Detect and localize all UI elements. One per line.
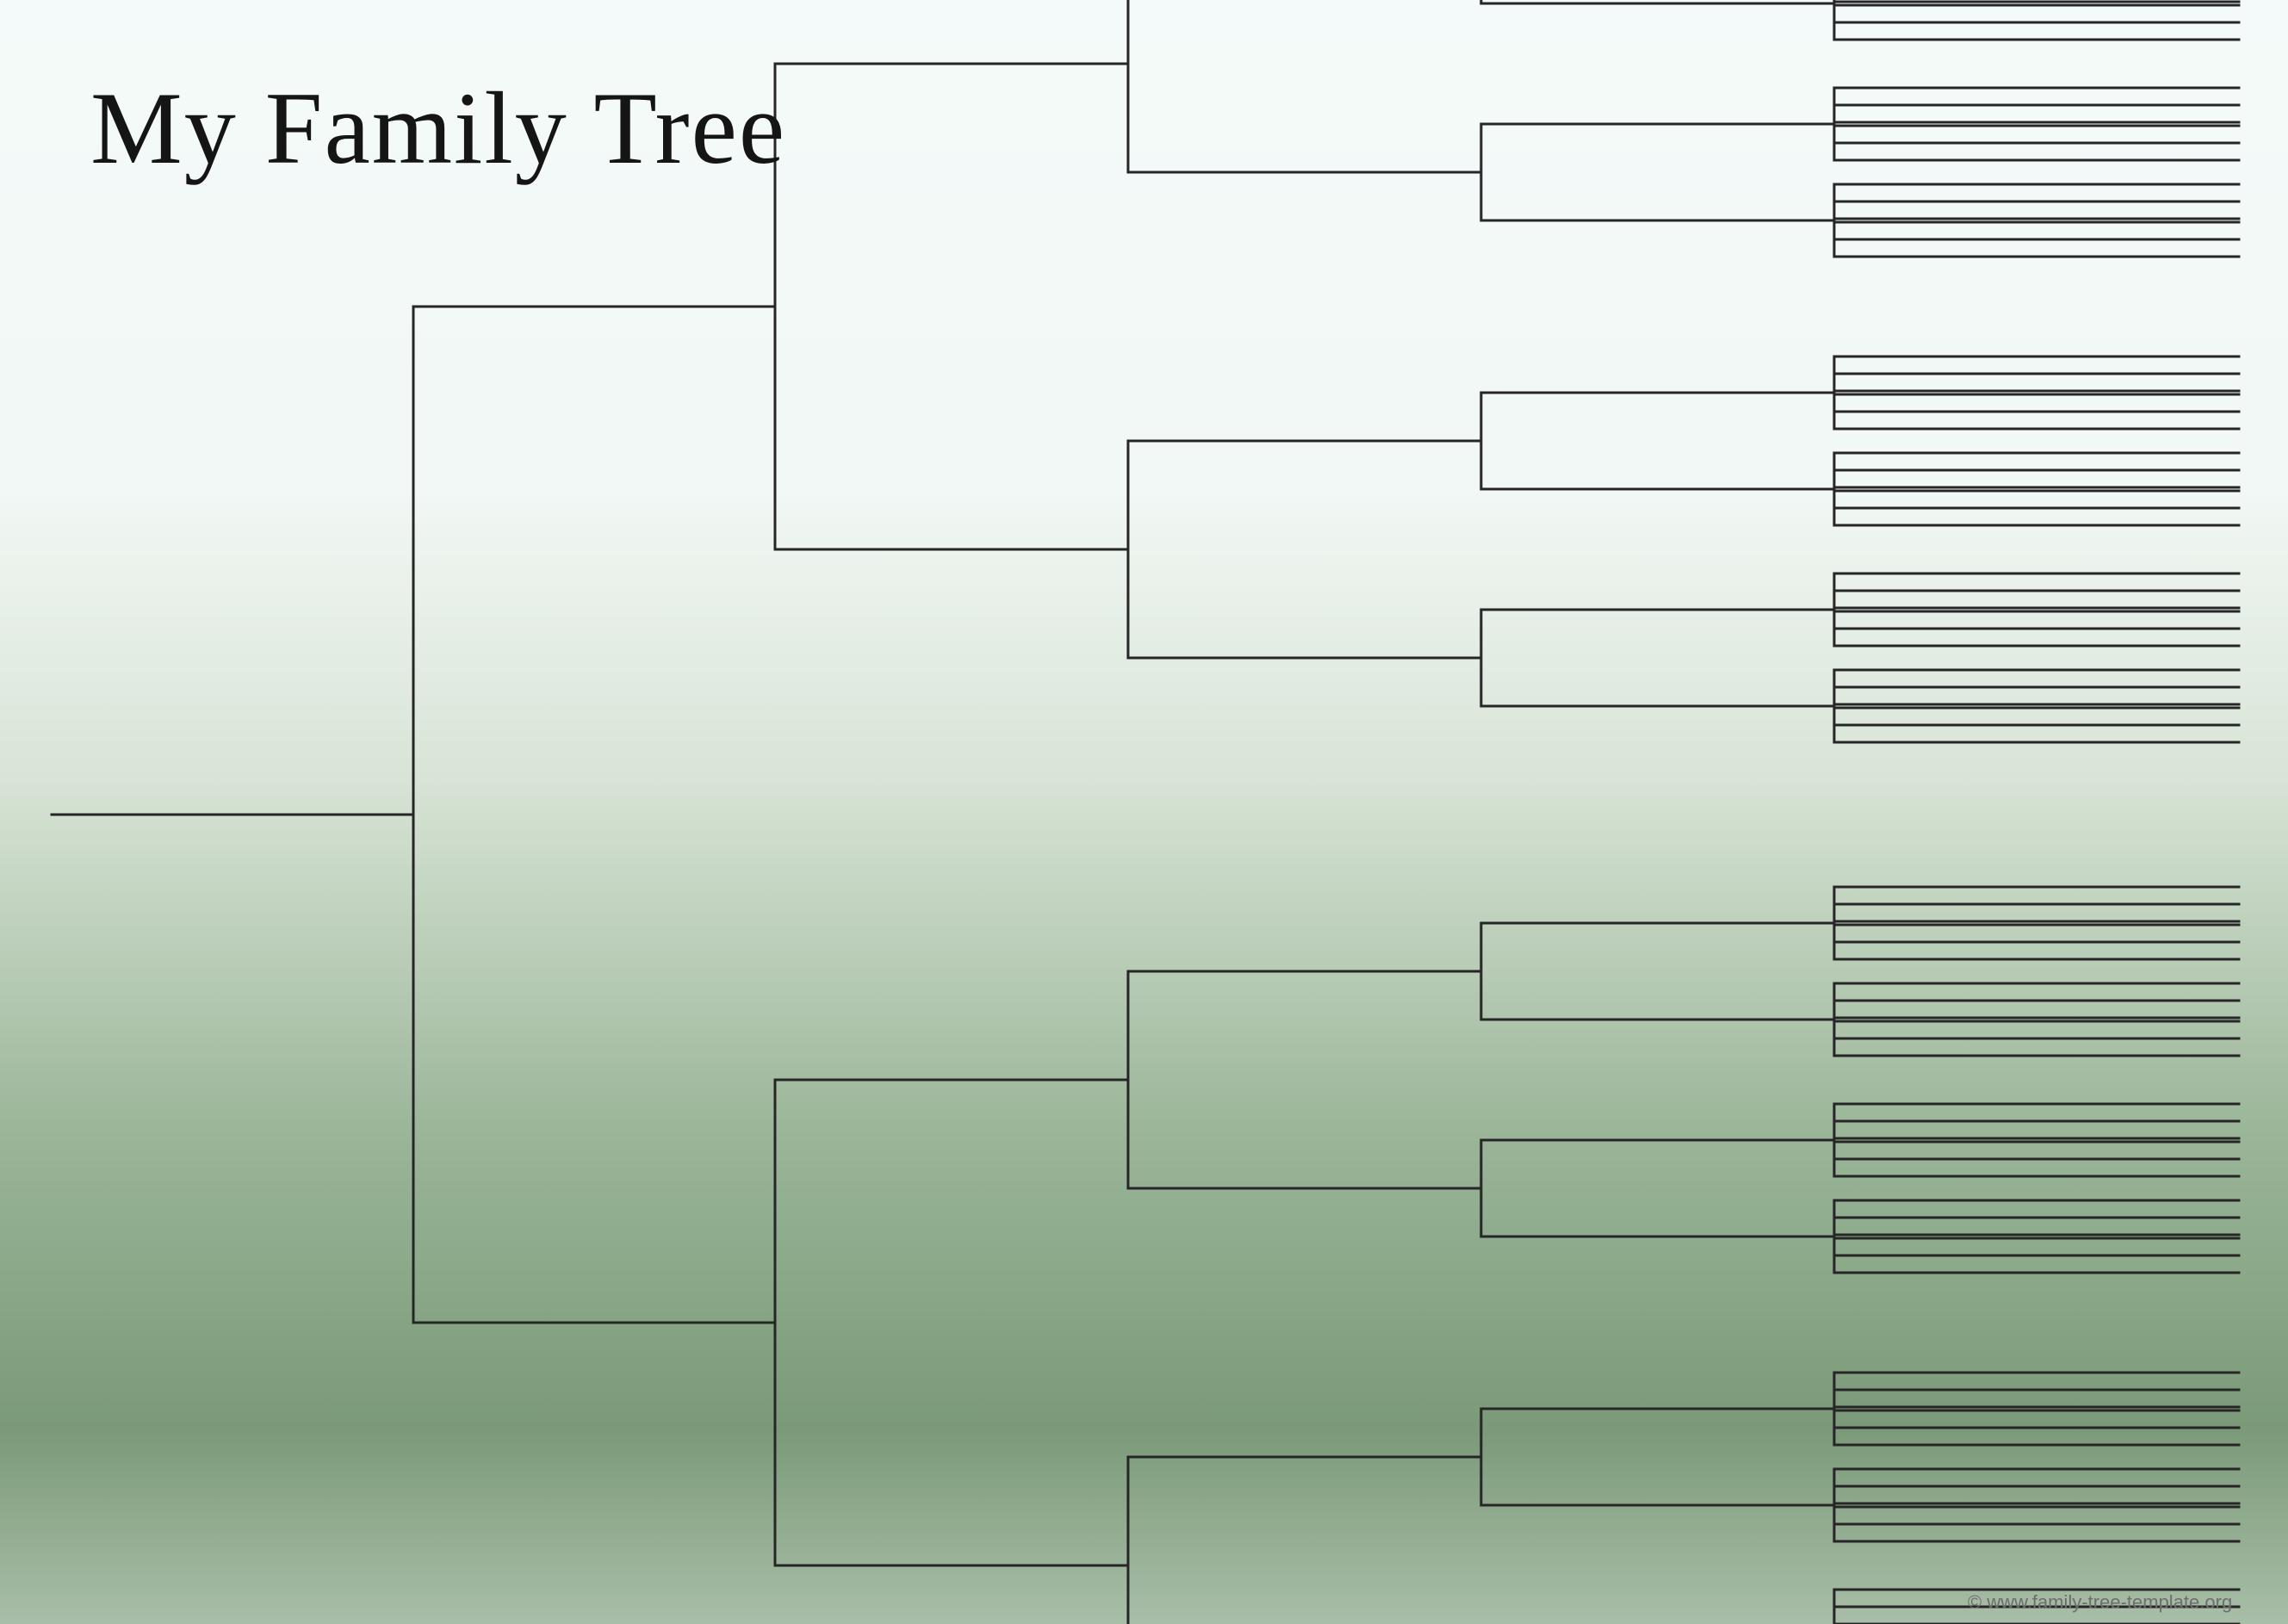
family-tree-page: My Family Tree © www.family-tree-templat… (0, 0, 2288, 1624)
footer-credit: © www.family-tree-template.org (1968, 1591, 2232, 1614)
family-tree-diagram (0, 0, 2288, 1624)
page-title: My Family Tree (90, 69, 786, 188)
